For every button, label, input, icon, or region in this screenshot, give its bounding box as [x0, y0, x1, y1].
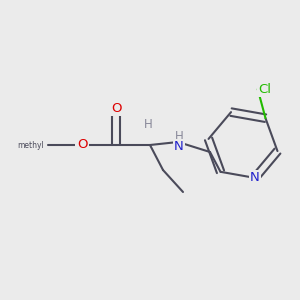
Text: N: N — [174, 140, 184, 154]
Text: H: H — [144, 118, 152, 130]
Text: H: H — [175, 130, 183, 143]
Text: O: O — [111, 101, 121, 115]
Text: methyl: methyl — [17, 140, 44, 149]
Text: N: N — [250, 171, 260, 184]
Text: O: O — [77, 139, 87, 152]
Text: Cl: Cl — [258, 83, 271, 96]
